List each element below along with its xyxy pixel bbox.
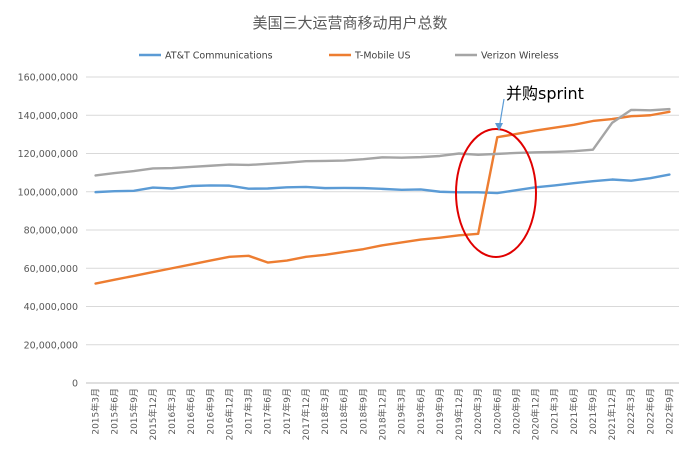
x-tick-label: 2016年3月 (166, 388, 178, 435)
x-tick-label: 2021年12月 (606, 388, 618, 440)
x-tick-label: 2017年3月 (243, 388, 255, 435)
highlight-ellipse (455, 128, 537, 258)
x-tick-label: 2018年6月 (338, 388, 350, 435)
annotation: 并购sprint (455, 84, 584, 258)
series-line-3 (94, 107, 671, 177)
gridlines (86, 76, 679, 384)
x-tick-label: 2016年12月 (223, 388, 235, 440)
y-tick-label: 140,000,000 (18, 111, 78, 122)
x-tick-label: 2021年6月 (568, 388, 580, 435)
x-tick-label: 2019年6月 (415, 388, 427, 435)
y-tick-label: 120,000,000 (18, 149, 78, 160)
x-tick-label: 2021年3月 (549, 388, 561, 435)
x-tick-label: 2019年3月 (396, 388, 408, 435)
annotation-arrowhead (495, 123, 503, 131)
x-tick-label: 2020年9月 (510, 388, 522, 435)
x-axis: 2015年3月 2015年6月 2015年9月 2015年12月 2016年3月 2016… (90, 388, 676, 440)
x-tick-label: 2015年12月 (147, 388, 159, 440)
series-lines (94, 107, 671, 285)
x-tick-label: 2019年9月 (434, 388, 446, 435)
x-tick-label: 2015年3月 (90, 388, 102, 435)
x-tick-label: 2017年9月 (281, 388, 293, 435)
y-tick-label: 100,000,000 (18, 187, 78, 198)
x-tick-label: 2016年9月 (204, 388, 216, 435)
x-tick-label: 2020年6月 (491, 388, 503, 435)
y-tick-label: 0 (72, 379, 78, 390)
legend: AT&T Communications T-Mobile US Verizon Wi… (139, 51, 559, 62)
x-tick-label: 2022年3月 (625, 388, 637, 435)
x-tick-label: 2020年12月 (530, 388, 542, 440)
x-tick-label: 2015年6月 (109, 388, 121, 435)
x-tick-label: 2022年9月 (663, 388, 675, 435)
x-tick-label: 2017年12月 (300, 388, 312, 440)
x-tick-label: 2018年12月 (377, 388, 389, 440)
x-tick-label: 2019年12月 (453, 388, 465, 440)
y-tick-label: 40,000,000 (24, 302, 78, 313)
y-tick-label: 80,000,000 (24, 226, 78, 237)
legend-label: Verizon Wireless (481, 51, 559, 62)
x-tick-label: 2017年6月 (262, 388, 274, 435)
x-tick-label: 2020年3月 (472, 388, 484, 435)
x-tick-label: 2018年9月 (357, 388, 369, 435)
series-line-1 (94, 173, 671, 195)
y-tick-label: 20,000,000 (24, 340, 78, 351)
x-tick-label: 2016年6月 (185, 388, 197, 435)
y-axis: 0 20,000,000 40,000,000 60,000,000 80,000,00… (18, 73, 78, 390)
series-line-2 (94, 110, 671, 285)
chart-title: 美国三大运营商移动用户总数 (252, 14, 447, 32)
legend-label: T-Mobile US (354, 51, 411, 62)
x-tick-label: 2018年3月 (319, 388, 331, 435)
x-tick-label: 2015年9月 (128, 388, 140, 435)
y-tick-label: 160,000,000 (18, 73, 78, 84)
legend-label: AT&T Communications (165, 51, 273, 62)
x-tick-label: 2021年9月 (587, 388, 599, 435)
annotation-text: 并购sprint (506, 84, 584, 103)
y-tick-label: 60,000,000 (24, 264, 78, 275)
x-tick-label: 2022年6月 (644, 388, 656, 435)
